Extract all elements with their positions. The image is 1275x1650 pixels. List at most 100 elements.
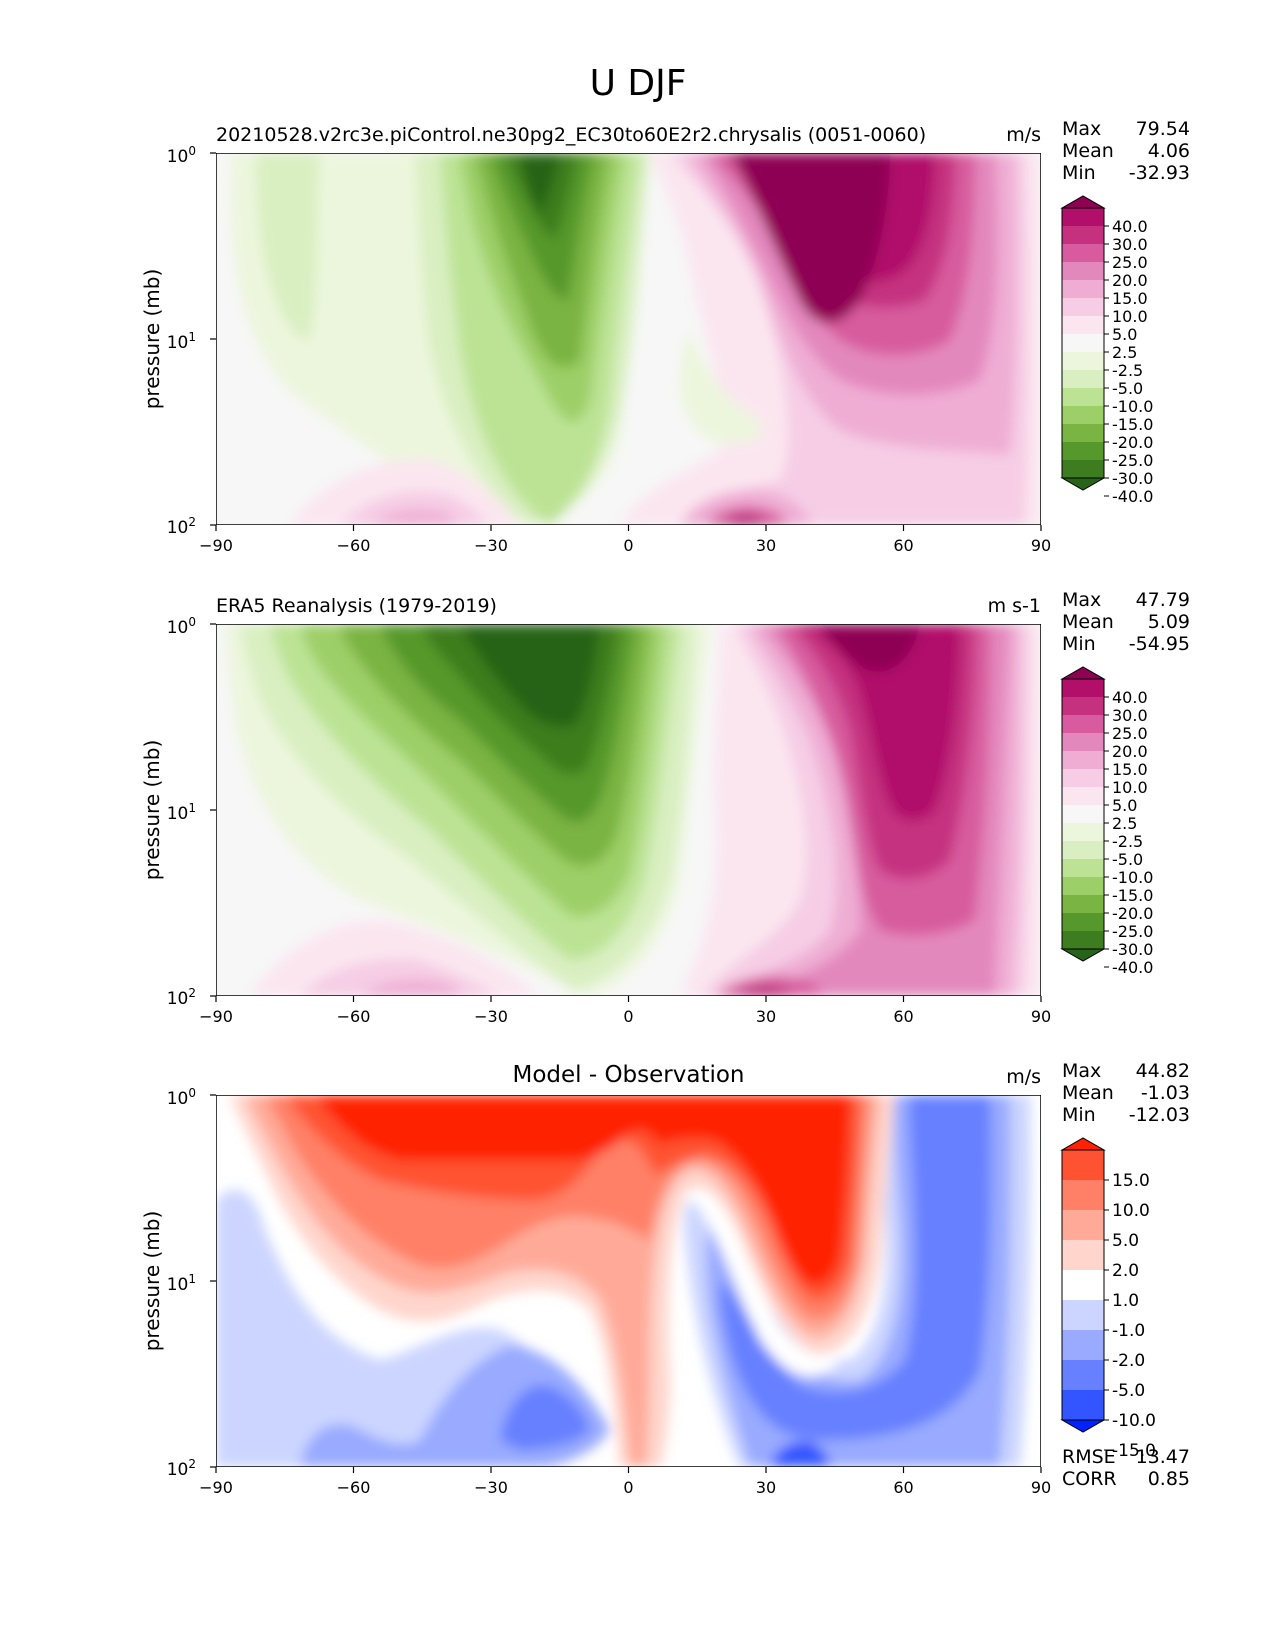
panel-2-cbar-segment xyxy=(1062,895,1104,914)
panel-1-band-pink-7 xyxy=(730,153,890,323)
panel-3-cbar-extend-top xyxy=(1060,1137,1106,1151)
panel-1-cbar-label: 30.0 xyxy=(1112,235,1148,254)
panel-2-cbar-label: 20.0 xyxy=(1112,742,1148,761)
panel-1-cbar-label: -15.0 xyxy=(1112,415,1153,434)
panel-1-cbar-segment xyxy=(1062,424,1104,443)
panel-1-xtick-1: −60 xyxy=(337,536,371,555)
panel-3-cbar-segment xyxy=(1062,1390,1104,1421)
panel-3-cbar-label: -10.0 xyxy=(1112,1411,1156,1431)
panel-2-cbar-segment xyxy=(1062,751,1104,770)
panel-3-band-blue-nh-3 xyxy=(720,1095,991,1440)
panel-1-cbar-segment xyxy=(1062,226,1104,245)
panel-1-cbar-frame xyxy=(1061,207,1105,479)
panel-2-band-pink-6 xyxy=(800,624,960,821)
panel-2-cbar-label: -2.5 xyxy=(1112,832,1143,851)
panel-3-cbar-segment xyxy=(1062,1270,1104,1301)
panel-3-xtick-3: 0 xyxy=(623,1478,633,1497)
panel-2-field xyxy=(216,624,1041,996)
panel-1-cbar-segment xyxy=(1062,442,1104,461)
panel-2-cbar-label: -40.0 xyxy=(1112,958,1153,977)
panel-3-title: Model - Observation xyxy=(512,1062,744,1088)
panel-3-xtick-1: −60 xyxy=(337,1478,371,1497)
panel-3-cbar-segment xyxy=(1062,1150,1104,1181)
panel-3-xtick-5: 60 xyxy=(893,1478,913,1497)
panel-3-cbar-label: 2.0 xyxy=(1112,1261,1139,1281)
panel-1-cbar-segment xyxy=(1062,460,1104,479)
figure-title: U DJF xyxy=(590,63,687,104)
panel-3-cbar-segment xyxy=(1062,1300,1104,1331)
panel-3-stats: Max 44.82 Mean -1.03 Min -12.03 xyxy=(1062,1060,1190,1126)
panel-1-band-lower-nh-3 xyxy=(722,515,768,525)
panel-2-xtick-3: 0 xyxy=(623,1007,633,1026)
panel-1-stats: Max 79.54 Mean 4.06 Min -32.93 xyxy=(1062,118,1190,184)
panel-1-cbar-label: 5.0 xyxy=(1112,325,1137,344)
panel-2-stat-mean-value: 5.09 xyxy=(1148,611,1190,633)
panel-2-cbar-label: -25.0 xyxy=(1112,922,1153,941)
panel-3-cbar-frame xyxy=(1061,1149,1105,1421)
panel-3-y-ticks: 100 101 102 xyxy=(167,1086,196,1480)
panel-3-band-blue-nh-4 xyxy=(770,1441,830,1467)
panel-2-stat-max-value: 47.79 xyxy=(1136,589,1190,611)
panel-1-cbar-segment xyxy=(1062,352,1104,371)
panel-1-cbar-segment xyxy=(1062,370,1104,389)
panel-1-cbar-label: 10.0 xyxy=(1112,307,1148,326)
panel-1-band-lower-pink-sh2 xyxy=(340,491,490,525)
panel-3-band-red-5 xyxy=(315,1095,850,1285)
panel-2-cbar-extend-bottom xyxy=(1060,948,1106,962)
panel-3-stat-mean-label: Mean xyxy=(1062,1082,1114,1104)
panel-2-cbar-label: -15.0 xyxy=(1112,886,1153,905)
panel-1-cbar-label: -20.0 xyxy=(1112,433,1153,452)
panel-3-stat-min-label: Min xyxy=(1062,1104,1096,1126)
panel-2-band-lower-pink-1 xyxy=(250,920,540,996)
panel-1-cbar-label: -5.0 xyxy=(1112,379,1143,398)
panel-2-cbar-label: 15.0 xyxy=(1112,760,1148,779)
panel-1-cbar-label: -40.0 xyxy=(1112,487,1153,506)
panel-1-cbar-segment xyxy=(1062,388,1104,407)
panel-1-stat-min-label: Min xyxy=(1062,162,1096,184)
panel-2-cbar-segment xyxy=(1062,913,1104,932)
panel-1-ytick-2: 102 xyxy=(167,515,196,538)
panel-2-cbar-label: -30.0 xyxy=(1112,940,1153,959)
panel-2-cbar-label: -20.0 xyxy=(1112,904,1153,923)
panel-2-band-lower-nh-2 xyxy=(735,986,795,996)
panel-1-x-ticks: −90 −60 −30 0 30 60 90 xyxy=(199,536,1051,555)
panel-2-cbar-segment xyxy=(1062,769,1104,788)
panel-1-stat-min-value: -32.93 xyxy=(1129,162,1190,184)
panel-1-cbar-extend-top xyxy=(1060,195,1106,209)
panel-2-ytick-0: 100 xyxy=(167,615,196,638)
panel-2-cbar-segment xyxy=(1062,877,1104,896)
panel-1-cbar-label: -10.0 xyxy=(1112,397,1153,416)
panel-1-xtick-0: −90 xyxy=(199,536,233,555)
panel-1-cbar-label: 25.0 xyxy=(1112,253,1148,272)
panel-2-cbar-label: 40.0 xyxy=(1112,688,1148,707)
panel-3-band-trop-white xyxy=(668,1193,839,1377)
panel-1-ytick-0: 100 xyxy=(167,144,196,167)
panel-2-cbar-segment xyxy=(1062,841,1104,860)
panel-3-stat-rmse-label: RMSE xyxy=(1062,1446,1116,1468)
panel-2-cbar-segment xyxy=(1062,715,1104,734)
panel-1-cbar-label: -25.0 xyxy=(1112,451,1153,470)
panel-2-stats: Max 47.79 Mean 5.09 Min -54.95 xyxy=(1062,589,1190,655)
panel-3-band-blue-sh-3 xyxy=(500,1385,590,1450)
panel-2-xtick-1: −60 xyxy=(337,1007,371,1026)
panel-2-stat-min-value: -54.95 xyxy=(1129,633,1190,655)
panel-3-cbar-segment xyxy=(1062,1360,1104,1391)
panel-2-cbar-segment xyxy=(1062,697,1104,716)
panel-2-colorbar: 40.030.025.020.015.010.05.02.5-2.5-5.0-1… xyxy=(1060,666,1153,977)
panel-2-band-lower-nh-1 xyxy=(715,976,825,996)
panel-1-xtick-4: 30 xyxy=(756,536,776,555)
panel-2-title: ERA5 Reanalysis (1979-2019) xyxy=(216,595,497,617)
panel-1-tickmarks xyxy=(210,152,1042,531)
panel-2-cbar-label: 10.0 xyxy=(1112,778,1148,797)
panel-1-cbar-label: 2.5 xyxy=(1112,343,1137,362)
panel-2-cbar-segment xyxy=(1062,679,1104,698)
panel-2-cbar-label: 30.0 xyxy=(1112,706,1148,725)
panel-3-cbar-label: -15.0 xyxy=(1112,1441,1156,1461)
panel-3-x-ticks: −90 −60 −30 0 30 60 90 xyxy=(199,1478,1051,1497)
panel-2-cbar-segment xyxy=(1062,733,1104,752)
panel-1: 20210528.v2rc3e.piControl.ne30pg2_EC30to… xyxy=(140,118,1190,555)
panel-1-cbar-label: 40.0 xyxy=(1112,217,1148,236)
panel-2-ytick-2: 102 xyxy=(167,986,196,1009)
panel-3-stat-mean-value: -1.03 xyxy=(1141,1082,1190,1104)
panel-1-cbar-segment xyxy=(1062,280,1104,299)
